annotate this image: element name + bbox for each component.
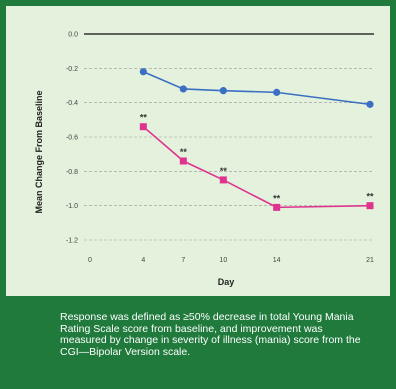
x-tick-label: 21	[366, 257, 374, 264]
series-line-1	[142, 126, 371, 209]
significance-label: **	[273, 193, 281, 203]
line-chart: 0.0 -0.2 -0.4 -0.6 -0.8 -1.0 -1.2 0 4 7 10 14 21 **…	[34, 32, 374, 287]
y-tick-label: -0.2	[66, 66, 78, 73]
data-point	[219, 87, 227, 95]
data-point	[273, 203, 281, 211]
significance-label: **	[366, 192, 374, 202]
y-tick-label: -0.4	[66, 100, 78, 107]
data-point	[139, 123, 147, 131]
data-point	[366, 202, 374, 210]
x-tick-label: 10	[219, 257, 227, 264]
grid-lines	[84, 33, 374, 241]
data-point	[179, 85, 187, 93]
y-tick-label: 0.0	[68, 32, 78, 39]
y-tick-label: -0.8	[66, 169, 78, 176]
significance-markers: ** ** ** ** **	[140, 113, 374, 204]
x-tick-label: 14	[273, 257, 281, 264]
data-point	[139, 68, 147, 76]
caption-box	[6, 300, 390, 384]
x-tick-label: 0	[88, 257, 92, 264]
series-lines	[142, 71, 371, 209]
significance-label: **	[220, 166, 228, 176]
x-tick-labels: 0 4 7 10 14 21	[88, 257, 374, 264]
significance-label: **	[180, 147, 188, 157]
y-tick-label: -1.2	[66, 238, 78, 245]
figure-caption: Response was defined as ≥50% decrease in…	[60, 311, 361, 358]
y-tick-label: -0.6	[66, 135, 78, 142]
x-tick-label: 4	[141, 257, 145, 264]
x-axis-title: Day	[218, 277, 235, 287]
y-tick-label: -1.0	[66, 203, 78, 210]
series-markers	[139, 68, 374, 211]
data-point	[366, 100, 374, 108]
data-point	[273, 88, 281, 96]
y-axis-title: Mean Change From Baseline	[34, 90, 44, 213]
significance-label: **	[140, 113, 148, 123]
data-point	[219, 176, 227, 184]
chart-panel	[6, 6, 390, 296]
y-tick-labels: 0.0 -0.2 -0.4 -0.6 -0.8 -1.0 -1.2	[66, 32, 78, 245]
data-point	[179, 157, 187, 165]
x-tick-label: 7	[181, 257, 185, 264]
series-line-0	[143, 71, 371, 106]
